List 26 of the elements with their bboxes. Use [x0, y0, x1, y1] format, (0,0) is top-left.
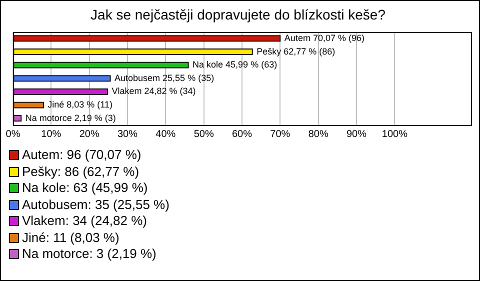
legend-label: Pešky: 86 (62,77 %): [22, 164, 140, 180]
data-label: Pešky 62,77 % (86): [256, 46, 336, 56]
x-tick-label: 0%: [6, 128, 20, 140]
data-label: Na motorce 2,19 % (3): [25, 112, 116, 123]
legend-label: Vlakem: 34 (24,82 %): [22, 213, 148, 230]
legend-label: Na motorce: 3 (2,19 %): [22, 246, 156, 262]
data-label: Autobusem 25,55 % (35): [114, 72, 214, 83]
x-tick-label: 40%: [156, 128, 176, 140]
x-tick-label: 80%: [308, 128, 328, 140]
x-tick-label: 60%: [232, 128, 252, 140]
x-tick-label: 30%: [117, 128, 138, 140]
legend-label: Na kole: 63 (45,99 %): [22, 180, 148, 196]
x-tick-label: 10%: [41, 128, 62, 140]
legend-label: Autem: 96 (70,07 %): [22, 147, 142, 164]
x-tick-label: 50%: [194, 128, 214, 140]
data-label: Autem 70,07 % (96): [284, 32, 364, 43]
x-tick-label: 100%: [382, 128, 408, 140]
data-label: Jiné 8,03 % (11): [48, 100, 113, 110]
legend-label: Jiné: 11 (8,03 %): [22, 230, 120, 246]
x-tick-label: 90%: [346, 128, 367, 140]
chart-title: Jak se nejčastěji dopravujete do blízkosti keše?: [90, 6, 386, 22]
data-label: Vlakem 24,82 % (34): [112, 86, 196, 96]
x-tick-label: 70%: [270, 128, 290, 140]
x-tick-label: 20%: [79, 128, 100, 140]
data-label: Na kole 45,99 % (63): [192, 60, 278, 70]
legend-label: Autobusem: 35 (25,55 %): [22, 196, 170, 213]
